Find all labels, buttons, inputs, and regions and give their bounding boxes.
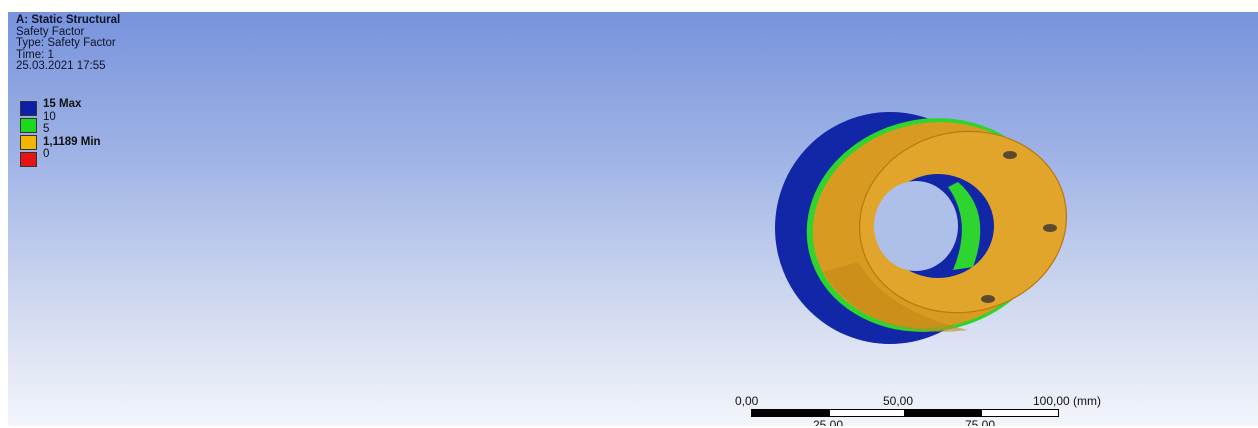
legend-label: 5 <box>43 123 50 135</box>
legend-band-red <box>20 152 37 167</box>
analysis-title: A: Static Structural <box>16 14 121 26</box>
legend-band-orange <box>20 135 37 150</box>
legend-band-blue <box>20 101 37 116</box>
scale-label: 50,00 <box>883 394 914 408</box>
scale-segment <box>829 409 905 417</box>
scale-segment <box>905 409 981 417</box>
legend-label-max: 15 Max <box>43 98 82 110</box>
legend-labels: 15 Max 10 5 1,1189 Min 0 <box>43 98 101 161</box>
flange-model[interactable] <box>8 12 1258 426</box>
scale-label: 25,00 <box>813 418 844 426</box>
bolt-hole-icon <box>1003 151 1017 159</box>
legend-label: 10 <box>43 110 56 123</box>
bore-hole <box>874 181 958 271</box>
result-date: 25.03.2021 17:55 <box>16 60 106 72</box>
result-time: Time: 1 <box>16 48 54 61</box>
legend-color-bands <box>20 101 37 169</box>
scale-label: 75,00 <box>965 418 996 426</box>
bolt-hole-icon <box>981 295 995 303</box>
scale-segment <box>751 409 829 417</box>
result-name: Safety Factor <box>16 25 85 38</box>
result-info: A: Static Structural Safety Factor Type:… <box>16 14 121 73</box>
graphics-viewport[interactable]: A: Static Structural Safety Factor Type:… <box>8 12 1258 426</box>
scale-label: 0,00 <box>735 394 759 408</box>
legend-label-min: 1,1189 Min <box>43 135 101 148</box>
legend-label: 0 <box>43 148 50 160</box>
result-type: Type: Safety Factor <box>16 37 116 49</box>
bolt-hole-icon <box>1043 224 1057 232</box>
legend-band-green <box>20 118 37 133</box>
bore-green-strip <box>948 182 981 270</box>
scale-segment <box>981 409 1059 417</box>
scale-bar: 0,00 50,00 100,00 (mm) 25,00 75,00 <box>733 392 1153 426</box>
part-shadow <box>823 262 968 332</box>
scale-label: 100,00 (mm) <box>1033 394 1102 408</box>
